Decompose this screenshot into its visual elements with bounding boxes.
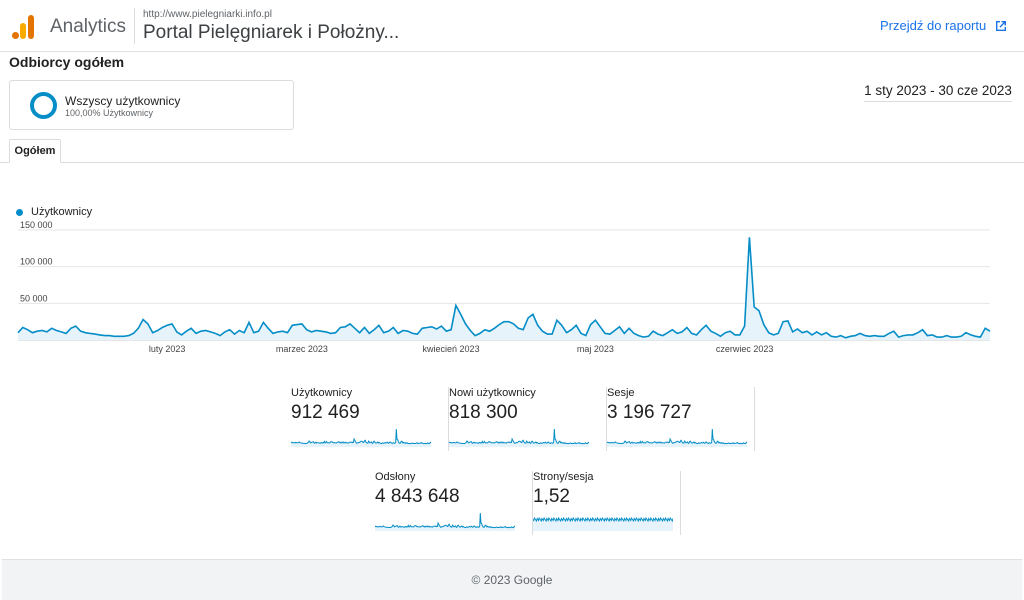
metric-label: Nowi użytkownicy — [449, 387, 536, 399]
sparkline — [533, 516, 673, 531]
y-tick-label: 100 000 — [20, 257, 53, 267]
chart-legend: Użytkownicy — [16, 206, 92, 218]
tab-divider — [0, 162, 1024, 163]
legend-dot-icon — [16, 208, 23, 216]
go-to-report-link[interactable]: Przejdź do raportu — [880, 18, 1008, 33]
sparkline-line — [375, 512, 515, 529]
users-area — [18, 237, 990, 340]
metric-label: Sesje — [607, 387, 635, 399]
users-chart: 150 000 100 000 50 000 luty 2023 marzec 2023… — [17, 220, 991, 354]
sparkline — [607, 428, 747, 447]
site-url: http://www.pielegniarki.info.pl — [143, 9, 272, 20]
x-tick-label: luty 2023 — [149, 344, 186, 354]
y-tick-label: 50 000 — [20, 293, 48, 303]
segment-card[interactable]: Wszyscy użytkownicy 100,00% Użytkownicy — [9, 80, 294, 130]
sparkline — [375, 512, 515, 531]
metric-users[interactable]: Użytkownicy 912 469 — [291, 387, 449, 451]
analytics-logo-icon[interactable] — [12, 13, 36, 39]
metric-label: Użytkownicy — [291, 387, 353, 399]
go-to-report-label: Przejdź do raportu — [880, 18, 987, 33]
footer-copyright: © 2023 Google — [2, 559, 1022, 600]
open-in-new-icon — [996, 20, 1007, 31]
legend-label: Użytkownicy — [31, 206, 93, 218]
metric-label: Strony/sesja — [533, 471, 594, 483]
tab-overview[interactable]: Ogółem — [9, 139, 61, 163]
sparkline-line — [449, 428, 589, 445]
x-tick-label: kwiecień 2023 — [423, 344, 480, 354]
sparkline-line — [607, 428, 747, 445]
app-name: Analytics — [50, 16, 127, 37]
segment-percentage: 100,00% Użytkownicy — [65, 108, 154, 118]
metric-label: Odsłony — [375, 471, 416, 483]
metric-value: 4 843 648 — [375, 486, 460, 507]
x-tick-label: marzec 2023 — [276, 344, 328, 354]
metric-value: 912 469 — [291, 402, 360, 423]
sparkline — [449, 428, 589, 447]
app-header: Analytics http://www.pielegniarki.info.p… — [0, 0, 1024, 52]
sparkline-line — [533, 516, 673, 523]
segment-name: Wszyscy użytkownicy — [65, 94, 181, 108]
site-name[interactable]: Portal Pielęgniarek i Położny... — [143, 22, 400, 43]
y-tick-label: 150 000 — [20, 220, 53, 230]
date-range-picker[interactable]: 1 sty 2023 - 30 cze 2023 — [864, 82, 1012, 102]
header-divider — [134, 8, 135, 44]
sparkline — [291, 428, 431, 447]
x-tick-label: maj 2023 — [577, 344, 614, 354]
sparkline-area — [375, 513, 515, 531]
metric-value: 1,52 — [533, 486, 570, 507]
sparkline-area — [291, 429, 431, 447]
metric-pages-per-session[interactable]: Strony/sesja 1,52 — [533, 471, 681, 535]
sparkline-area — [607, 429, 747, 447]
metric-value: 818 300 — [449, 402, 518, 423]
metric-sessions[interactable]: Sesje 3 196 727 — [607, 387, 755, 451]
x-tick-label: czerwiec 2023 — [716, 344, 774, 354]
segment-ring-icon — [30, 92, 57, 119]
page-title: Odbiorcy ogółem — [9, 54, 125, 70]
sparkline-line — [291, 428, 431, 445]
metric-value: 3 196 727 — [607, 402, 692, 423]
sparkline-area — [449, 429, 589, 447]
metric-new-users[interactable]: Nowi użytkownicy 818 300 — [449, 387, 607, 451]
metric-pageviews[interactable]: Odsłony 4 843 648 — [375, 471, 533, 535]
users-line — [17, 237, 991, 339]
